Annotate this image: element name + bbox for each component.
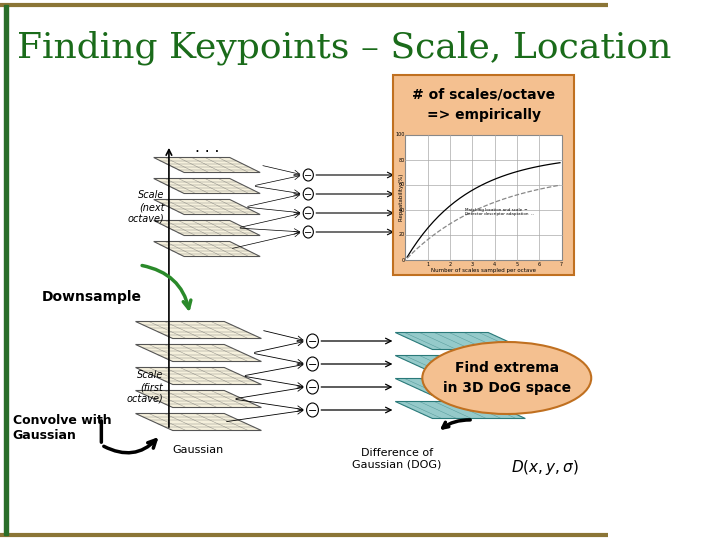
Polygon shape — [135, 414, 261, 430]
Text: 40: 40 — [398, 207, 405, 213]
Polygon shape — [395, 402, 526, 418]
Polygon shape — [135, 390, 261, 408]
Text: 0: 0 — [402, 258, 405, 262]
FancyArrowPatch shape — [104, 440, 156, 453]
Polygon shape — [397, 186, 507, 201]
Circle shape — [303, 188, 313, 200]
Circle shape — [307, 403, 318, 417]
Text: −: − — [308, 337, 318, 347]
Text: 6: 6 — [538, 262, 541, 267]
Polygon shape — [154, 199, 260, 214]
Text: Repeatability (%): Repeatability (%) — [399, 174, 404, 221]
FancyArrowPatch shape — [142, 266, 191, 308]
Bar — [405, 135, 562, 260]
Polygon shape — [154, 158, 260, 172]
Text: Finding Keypoints – Scale, Location: Finding Keypoints – Scale, Location — [17, 31, 671, 65]
Circle shape — [307, 380, 318, 394]
Text: Number of scales sampled per octave: Number of scales sampled per octave — [431, 268, 536, 273]
Text: 3: 3 — [471, 262, 474, 267]
Text: Find extrema
in 3D DoG space: Find extrema in 3D DoG space — [443, 361, 571, 395]
Text: $D(x, y, \sigma)$: $D(x, y, \sigma)$ — [511, 458, 579, 477]
Text: 60: 60 — [398, 183, 405, 187]
Text: 100: 100 — [395, 132, 405, 138]
Text: −: − — [308, 360, 318, 370]
Text: −: − — [305, 190, 312, 200]
Text: Scale
(first
octave): Scale (first octave) — [126, 370, 163, 403]
Polygon shape — [154, 241, 260, 256]
Circle shape — [303, 169, 313, 181]
Text: 5: 5 — [516, 262, 518, 267]
Text: 7: 7 — [560, 262, 563, 267]
Bar — [4, 5, 9, 535]
Text: 20: 20 — [398, 233, 405, 238]
Text: Gaussian: Gaussian — [173, 445, 224, 455]
Polygon shape — [397, 167, 507, 183]
Polygon shape — [154, 220, 260, 235]
Polygon shape — [397, 206, 507, 220]
Ellipse shape — [423, 342, 591, 414]
Polygon shape — [154, 179, 260, 193]
Text: Downsample: Downsample — [42, 290, 143, 304]
Polygon shape — [395, 379, 526, 395]
Text: Difference of
Gaussian (DOG): Difference of Gaussian (DOG) — [352, 448, 441, 470]
FancyBboxPatch shape — [392, 75, 575, 275]
Text: 80: 80 — [398, 158, 405, 163]
Polygon shape — [135, 345, 261, 361]
Polygon shape — [397, 225, 507, 240]
Polygon shape — [395, 333, 526, 349]
Polygon shape — [135, 368, 261, 384]
Text: −: − — [308, 383, 318, 393]
Text: Scale
(next
octave): Scale (next octave) — [128, 191, 165, 224]
Text: 4: 4 — [493, 262, 496, 267]
Circle shape — [307, 334, 318, 348]
Text: Matching location and scale  ─
Detector descriptor adaptation  --: Matching location and scale ─ Detector d… — [465, 207, 534, 216]
Text: . . .: . . . — [194, 140, 219, 156]
Circle shape — [303, 226, 313, 238]
Text: 2: 2 — [449, 262, 451, 267]
Text: −: − — [305, 171, 312, 181]
Text: −: − — [305, 209, 312, 219]
Circle shape — [303, 207, 313, 219]
Text: # of scales/octave
=> empirically: # of scales/octave => empirically — [412, 87, 555, 122]
Polygon shape — [135, 321, 261, 339]
Text: 1: 1 — [426, 262, 429, 267]
Text: Convolve with
Gaussian: Convolve with Gaussian — [13, 414, 112, 442]
Text: −: − — [305, 228, 312, 238]
Polygon shape — [395, 355, 526, 373]
Circle shape — [307, 357, 318, 371]
Text: −: − — [308, 406, 318, 416]
